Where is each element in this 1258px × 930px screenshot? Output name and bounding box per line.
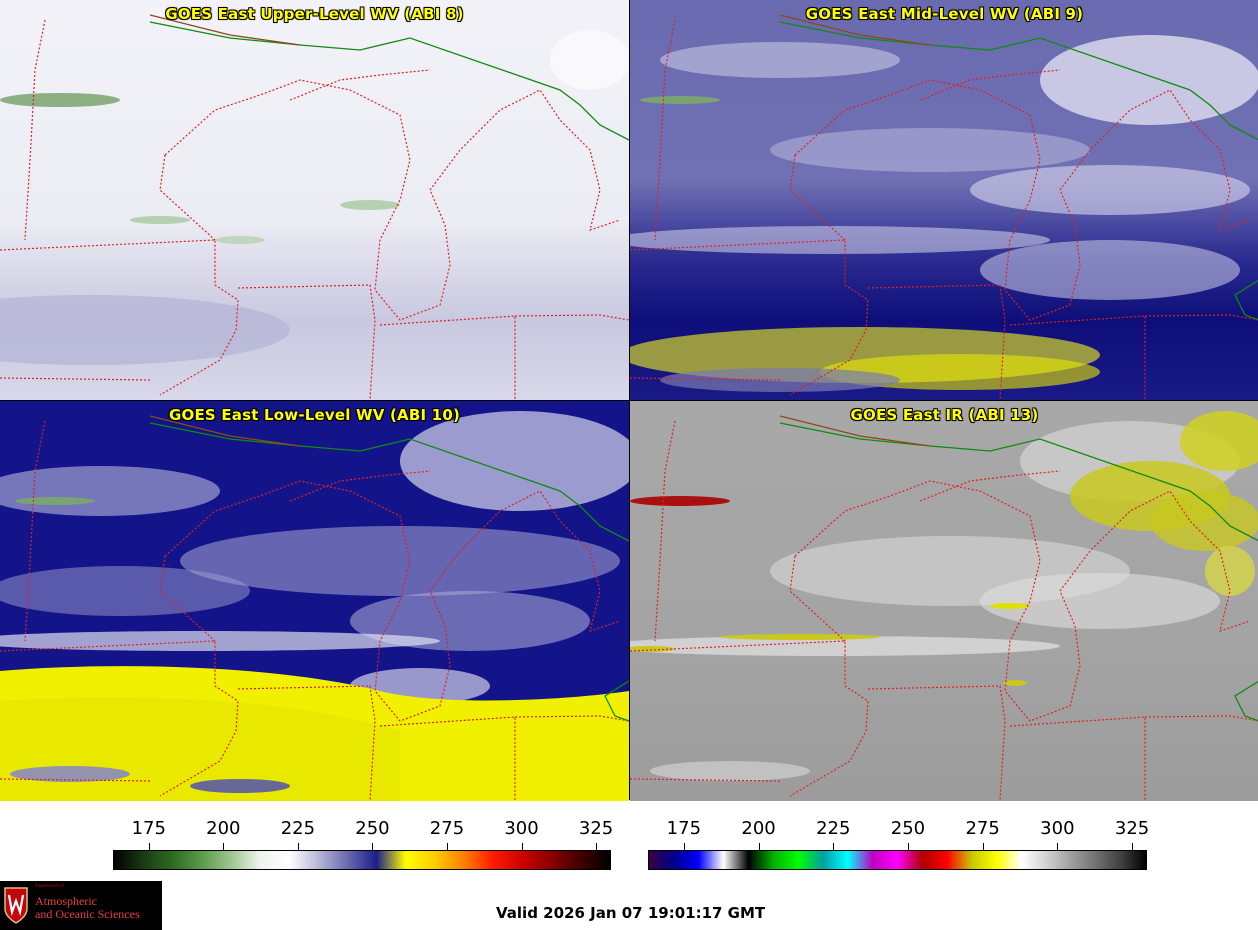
colorbar-tick-label: 325 (1114, 818, 1150, 839)
mid-level-wv-image (630, 0, 1258, 400)
logo-name-line1: Atmospheric (35, 894, 97, 908)
colorbar-tick-label: 275 (965, 818, 1000, 839)
uw-crest-icon (4, 887, 28, 924)
logo-dept: Department of (35, 884, 65, 889)
state-borders (0, 19, 629, 400)
panel-divider-horizontal (0, 400, 1258, 401)
colorbar-tick-mark (758, 843, 760, 850)
colorbar-tick-mark (297, 843, 299, 850)
panel-title: GOES East IR (ABI 13) (850, 406, 1039, 424)
colorbar-tick-mark (683, 843, 685, 850)
panel-title: GOES East Mid-Level WV (ABI 9) (805, 5, 1084, 23)
colorbar-tick-mark (982, 843, 984, 850)
logo-name-line2: and Oceanic Sciences (35, 907, 140, 921)
colorbar-tick-label: 175 (131, 818, 166, 839)
colorbar-tick-label: 225 (280, 818, 316, 839)
colorbar-tick-label: 175 (666, 818, 702, 839)
panel-ir: GOES East IR (ABI 13) (630, 401, 1258, 801)
colorbar-tick-mark (1132, 843, 1134, 850)
ir-image (630, 401, 1258, 801)
colorbar-tick-label: 250 (890, 818, 926, 839)
colorbar-tick-mark (833, 843, 835, 850)
colorbar-ticks: 175 200 225 250 275 300 325 (113, 810, 614, 850)
panel-title: GOES East Upper-Level WV (ABI 8) (165, 5, 464, 23)
panel-upper-level-wv: GOES East Upper-Level WV (ABI 8) (0, 0, 629, 400)
colorbar-tick-mark (372, 843, 374, 850)
state-borders (630, 19, 1258, 400)
colorbar-ticks: 175 200 225 250 275 300 325 (648, 810, 1150, 850)
colorbar-tick-mark (446, 843, 448, 850)
country-border (779, 415, 1258, 722)
colorbar-tick-label: 275 (429, 818, 465, 839)
colorbar-tick-label: 300 (504, 818, 539, 839)
colorbar-tick-mark (596, 843, 598, 850)
colorbar-tick-label: 200 (206, 818, 241, 839)
country-border (149, 415, 629, 722)
colorbar-tick-label: 300 (1040, 818, 1075, 839)
panel-mid-level-wv: GOES East Mid-Level WV (ABI 9) (630, 0, 1258, 400)
country-border (149, 14, 629, 141)
state-borders (0, 420, 629, 801)
colorbar-strip (648, 850, 1147, 870)
country-border (779, 14, 1258, 321)
colorbar-tick-mark (907, 843, 909, 850)
low-level-wv-image (0, 401, 629, 801)
colorbar-wv: 175 200 225 250 275 300 325 (113, 810, 614, 870)
colorbar-tick-mark (1057, 843, 1059, 850)
colorbar-tick-label: 325 (578, 818, 614, 839)
upper-level-wv-image (0, 0, 629, 400)
panel-low-level-wv: GOES East Low-Level WV (ABI 10) (0, 401, 629, 801)
colorbar-ir: 175 200 225 250 275 300 325 (648, 810, 1150, 870)
valid-time: Valid 2026 Jan 07 19:01:17 GMT (496, 904, 766, 922)
panel-title: GOES East Low-Level WV (ABI 10) (168, 406, 461, 424)
colorbar-tick-mark (521, 843, 523, 850)
colorbar-tick-label: 200 (741, 818, 776, 839)
colorbar-tick-label: 225 (816, 818, 851, 839)
colorbar-tick-label: 250 (355, 818, 390, 839)
colorbar-tick-mark (148, 843, 150, 850)
colorbar-tick-mark (223, 843, 225, 850)
state-borders (630, 420, 1258, 801)
logo-name: Atmospheric and Oceanic Sciences (35, 895, 140, 921)
aos-logo: Department of Atmospheric and Oceanic Sc… (0, 881, 162, 930)
colorbar-strip (113, 850, 611, 870)
